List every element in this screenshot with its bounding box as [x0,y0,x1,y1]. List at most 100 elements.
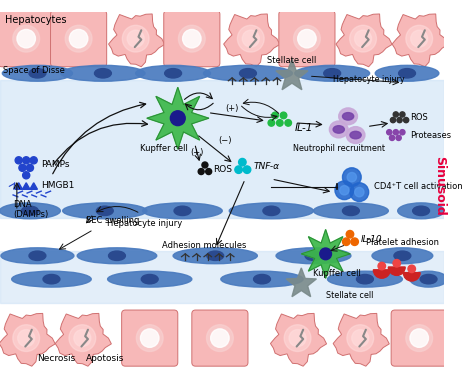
Text: (+): (+) [190,148,203,157]
Circle shape [238,158,246,166]
Circle shape [343,168,361,187]
Text: Apotosis: Apotosis [86,353,124,362]
Ellipse shape [96,206,113,215]
Circle shape [280,112,287,119]
Circle shape [27,164,34,171]
Circle shape [343,238,350,246]
Circle shape [276,120,283,126]
Polygon shape [224,14,280,67]
Ellipse shape [420,274,437,284]
Ellipse shape [108,271,192,287]
Text: ROS: ROS [213,165,232,174]
Text: HMGB1: HMGB1 [41,181,74,190]
Ellipse shape [328,271,402,287]
Ellipse shape [242,30,259,47]
Ellipse shape [356,274,374,284]
Circle shape [400,112,405,117]
FancyBboxPatch shape [0,10,54,67]
Ellipse shape [410,329,428,347]
Ellipse shape [1,248,74,264]
Ellipse shape [343,206,359,215]
Ellipse shape [174,206,191,215]
Ellipse shape [65,25,92,52]
Ellipse shape [141,274,158,284]
FancyBboxPatch shape [192,310,248,366]
Circle shape [396,135,401,140]
Ellipse shape [21,206,38,215]
Ellipse shape [61,65,145,81]
Circle shape [335,181,354,199]
Circle shape [350,183,369,201]
Ellipse shape [239,69,256,78]
Bar [0,80,444,218]
Circle shape [23,157,30,164]
Ellipse shape [170,111,185,126]
Polygon shape [333,314,389,366]
Circle shape [387,130,392,135]
Circle shape [346,230,354,238]
Ellipse shape [254,274,271,284]
Ellipse shape [221,271,303,287]
Circle shape [206,168,212,175]
Ellipse shape [229,203,313,219]
Ellipse shape [77,248,157,264]
Bar [0,251,444,303]
Circle shape [351,238,358,246]
Ellipse shape [173,248,257,264]
Ellipse shape [207,325,233,352]
Ellipse shape [2,65,73,81]
Ellipse shape [295,65,370,81]
Text: IL-1: IL-1 [295,123,313,133]
Text: Stellate cell: Stellate cell [326,291,373,300]
Circle shape [23,172,30,179]
Ellipse shape [17,29,36,48]
Polygon shape [30,183,37,189]
Ellipse shape [43,274,60,284]
Circle shape [393,260,401,267]
Ellipse shape [406,25,433,52]
Ellipse shape [284,325,311,352]
Polygon shape [276,59,308,90]
Ellipse shape [127,30,144,47]
Ellipse shape [137,325,163,352]
Text: (+): (+) [225,104,239,113]
Ellipse shape [375,65,439,81]
Ellipse shape [350,131,361,139]
Circle shape [243,166,251,173]
Ellipse shape [398,203,445,219]
Ellipse shape [0,203,60,219]
Polygon shape [271,314,327,366]
Ellipse shape [210,329,229,347]
FancyBboxPatch shape [122,310,178,366]
Text: (−): (−) [218,137,231,146]
Ellipse shape [29,69,46,78]
Ellipse shape [164,69,182,78]
Ellipse shape [410,271,447,287]
FancyBboxPatch shape [51,10,107,67]
Ellipse shape [333,126,344,133]
Circle shape [202,162,208,168]
Ellipse shape [313,203,388,219]
Polygon shape [55,314,111,366]
Wedge shape [374,270,390,278]
Text: Hepatocyte injury: Hepatocyte injury [333,75,404,84]
Circle shape [235,166,242,173]
Text: Sinusoid: Sinusoid [433,156,447,215]
Wedge shape [403,273,420,281]
Polygon shape [301,230,350,278]
Circle shape [397,118,402,123]
Ellipse shape [203,65,292,81]
Ellipse shape [69,29,88,48]
Ellipse shape [237,25,264,52]
Ellipse shape [298,29,316,48]
Ellipse shape [18,329,35,346]
Circle shape [378,262,385,270]
Ellipse shape [347,325,374,352]
Ellipse shape [352,329,369,346]
Polygon shape [109,14,164,67]
Ellipse shape [339,108,357,125]
Ellipse shape [263,206,280,215]
FancyBboxPatch shape [164,10,220,67]
Ellipse shape [74,329,91,346]
Circle shape [400,130,405,135]
